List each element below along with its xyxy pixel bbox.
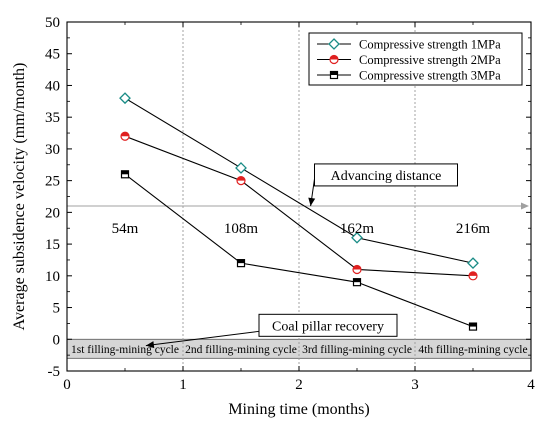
cycle-label: 2nd filling-mining cycle (185, 344, 297, 356)
legend-marker-3 (329, 70, 339, 80)
legend-marker-2-fill (330, 55, 338, 60)
data-point-s1-3 (351, 231, 363, 244)
y-tick-label: 15 (45, 237, 60, 253)
legend-marker-2 (329, 54, 339, 65)
y-tick-label: 40 (45, 78, 60, 94)
x-tick-label: 3 (411, 377, 419, 393)
y-tick-label: 20 (45, 205, 60, 221)
annotation-arrow-line (145, 330, 260, 347)
data-point-s2-1-fill (121, 132, 129, 137)
cycle-label: 3rd filling-mining cycle (302, 344, 412, 356)
series-line-3 (124, 173, 474, 328)
x-tick-label: 1 (179, 377, 187, 393)
x-tick-label: 4 (527, 377, 535, 393)
data-point-s3-2-fill (237, 259, 245, 264)
data-point-s3-4 (468, 322, 478, 331)
annotation-arrowhead (145, 341, 155, 349)
y-tick-label: 35 (45, 110, 60, 126)
cycle-label: 1st filling-mining cycle (71, 344, 179, 356)
annotation-label: Advancing distance (331, 169, 442, 184)
data-point-s3-2 (236, 259, 246, 268)
annotation-box (314, 163, 458, 187)
annotation-2: Coal pillar recovery (145, 313, 398, 349)
y-tick-label: 45 (45, 47, 60, 63)
legend-marker-1 (328, 38, 340, 50)
data-point-s1-2 (235, 162, 247, 174)
data-point-s2-3-fill (353, 265, 361, 270)
annotation-box (258, 313, 398, 337)
legend-marker-3-fill (330, 71, 338, 75)
distance-label: 54m (112, 221, 139, 237)
data-point-s3-3-fill (353, 278, 361, 283)
data-point-s2-2 (236, 176, 246, 186)
data-point-s3-4-fill (469, 323, 477, 327)
x-tick-label: 0 (63, 377, 71, 393)
y-tick-label: 10 (45, 269, 60, 285)
distance-label: 162m (340, 221, 375, 237)
legend-label: Compressive strength 1MPa (359, 38, 501, 52)
data-point-s2-4 (468, 271, 478, 281)
distance-label: 108m (224, 221, 259, 237)
annotation-1: Advancing distance (308, 163, 458, 207)
x-tick-label: 2 (295, 377, 303, 393)
legend-label: Compressive strength 2MPa (359, 53, 501, 67)
data-point-s2-3 (352, 264, 362, 275)
y-axis-title: Average subsidence velocity (mm/month) (11, 63, 28, 331)
data-point-s3-1-fill (121, 170, 129, 175)
data-point-s1-1 (119, 92, 131, 105)
data-point-s2-4-fill (469, 271, 477, 276)
y-tick-label: 5 (53, 301, 61, 317)
cycle-label: 4th filling-mining cycle (418, 344, 527, 356)
advancing-distance-arrowhead (521, 202, 529, 210)
x-axis-title: Mining time (months) (228, 401, 369, 418)
series-line-1 (124, 97, 474, 264)
y-tick-label: 0 (53, 332, 61, 348)
data-point-s3-3 (352, 278, 362, 287)
legend-label: Compressive strength 3MPa (359, 69, 501, 83)
data-point-s2-2-fill (237, 176, 245, 181)
data-point-s1-4 (467, 257, 479, 270)
y-tick-label: 50 (45, 15, 60, 31)
annotation-arrowhead (308, 197, 316, 207)
annotation-label: Coal pillar recovery (272, 319, 384, 334)
data-point-s2-1 (120, 131, 130, 141)
distance-label: 216m (456, 221, 491, 237)
data-point-s3-1 (120, 170, 130, 179)
y-tick-label: -5 (48, 364, 61, 380)
y-tick-label: 30 (45, 142, 60, 158)
series-line-2 (124, 135, 474, 277)
y-tick-label: 25 (45, 174, 60, 190)
